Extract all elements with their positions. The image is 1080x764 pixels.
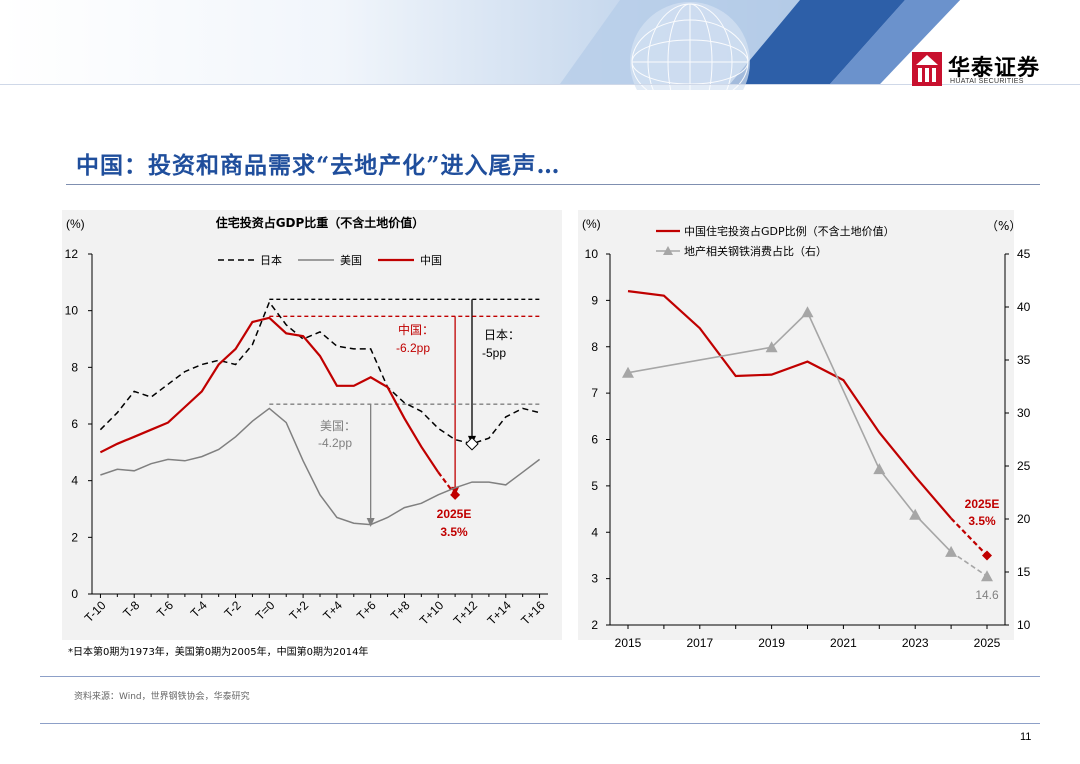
left-chart-series-日本 [99, 300, 540, 445]
right-chart-x-tick-label: 2023 [902, 636, 929, 650]
left-chart-y-tick-label: 2 [71, 530, 78, 544]
source-note: 资料来源：Wind，世界钢铁协会，华泰研究 [74, 692, 250, 702]
left-chart-panel [62, 210, 562, 640]
right-chart-right-y-tick-label: 15 [1017, 565, 1031, 579]
annotation-japan-label: 日本： [484, 328, 520, 342]
left-chart-japan-trough-marker [465, 437, 479, 451]
right-chart-steel-marker [909, 508, 922, 520]
right-chart-left-y-tick-label: 10 [585, 247, 599, 261]
title-divider [66, 184, 1040, 185]
right-chart-steel-marker [801, 306, 814, 318]
right-chart-right-y-tick-label: 10 [1017, 618, 1031, 632]
annotation-japan-value: -5pp [482, 346, 506, 360]
brand-name: 华泰证券 [948, 56, 1041, 81]
annotation-forecast-value: 3.5% [440, 525, 468, 539]
left-chart-forecast-line [437, 471, 456, 496]
left-chart-legend-label: 美国 [340, 254, 362, 267]
left-chart-y-tick-label: 10 [65, 304, 79, 318]
right-chart-right-y-tick-label: 45 [1017, 247, 1031, 261]
right-chart-series-housing-investment [627, 290, 952, 520]
right-chart-left-y-tick-label: 8 [591, 340, 598, 354]
right-chart-steel-marker [873, 463, 886, 475]
right-chart-left-y-tick-label: 2 [591, 618, 598, 632]
footnote: *日本第0期为1973年，美国第0期为2005年，中国第0期为2014年 [68, 647, 369, 658]
page-title: 中国：投资和商品需求“去地产化”进入尾声… [76, 152, 561, 179]
right-chart-right-y-tick-label: 20 [1017, 512, 1031, 526]
left-chart-unit: (%) [66, 217, 85, 231]
left-chart-y-tick-label: 6 [71, 417, 78, 431]
right-chart-right-y-tick-label: 25 [1017, 459, 1031, 473]
right-chart-forecast-line-steel [950, 551, 988, 577]
left-chart-forecast-marker [450, 489, 461, 500]
right-chart-right-y-tick-label: 40 [1017, 300, 1031, 314]
right-chart-x-tick-label: 2025 [974, 636, 1001, 650]
left-chart-y-tick-label: 4 [71, 474, 78, 488]
left-chart-legend-label: 中国 [420, 254, 442, 267]
right-chart-right-y-tick-label: 30 [1017, 406, 1031, 420]
left-chart-drop-arrow-head [366, 518, 375, 527]
right-chart-panel [578, 210, 1014, 640]
right-chart-right-unit: （%） [986, 219, 1021, 233]
right-chart-x-tick-label: 2015 [615, 636, 642, 650]
bottom-divider [40, 723, 1040, 724]
right-annotation-steel-value: 14.6 [975, 588, 999, 602]
right-annotation-forecast-value: 3.5% [968, 514, 996, 528]
right-chart-legend-label: 中国住宅投资占GDP比例（不含土地价值） [684, 224, 895, 238]
left-chart-series-美国 [100, 407, 541, 526]
right-chart-forecast-marker-steel [981, 570, 993, 582]
left-chart-title: 住宅投资占GDP比重（不含土地价值） [216, 215, 425, 230]
left-chart-legend-label: 日本 [260, 253, 282, 267]
right-chart-left-y-tick-label: 7 [591, 386, 598, 400]
annotation-us-label: 美国： [320, 419, 356, 433]
footer-divider [40, 676, 1040, 677]
right-chart-left-y-tick-label: 9 [591, 293, 598, 307]
right-chart-right-y-tick-label: 35 [1017, 353, 1031, 367]
left-chart-y-tick-label: 0 [71, 587, 78, 601]
right-chart-forecast-marker-housing [982, 550, 992, 561]
right-chart-legend-marker [663, 246, 673, 255]
right-chart-forecast-line-housing [950, 517, 988, 557]
right-chart-left-y-tick-label: 6 [591, 433, 598, 447]
annotation-china-value: -6.2pp [396, 341, 430, 355]
right-chart-left-y-tick-label: 5 [591, 479, 598, 493]
annotation-us-value: -4.2pp [318, 436, 352, 450]
left-chart-series-中国 [99, 316, 440, 473]
left-chart-y-tick-label: 8 [71, 360, 78, 374]
brand-subtitle: HUATAI SECURITIES [950, 78, 1024, 85]
right-chart-x-tick-label: 2019 [758, 636, 785, 650]
right-chart-steel-marker [622, 366, 634, 378]
right-chart-left-y-tick-label: 3 [591, 572, 598, 586]
left-chart-y-tick-label: 12 [65, 247, 79, 261]
annotation-forecast-label: 2025E [437, 507, 472, 521]
right-annotation-forecast-label: 2025E [965, 497, 1000, 511]
right-chart-x-tick-label: 2017 [686, 636, 713, 650]
right-chart-series-steel-share [627, 310, 952, 553]
huatai-logo-icon [912, 52, 942, 86]
right-chart-left-unit: (%) [582, 217, 601, 231]
annotation-china-label: 中国： [398, 322, 434, 337]
right-chart-steel-marker [765, 341, 778, 353]
page-number: 11 [1020, 731, 1032, 743]
right-chart-x-tick-label: 2021 [830, 636, 857, 650]
right-chart-legend-label: 地产相关钢铁消费占比（右） [684, 244, 827, 258]
right-chart-left-y-tick-label: 4 [591, 525, 598, 539]
header-banner [0, 0, 1080, 90]
